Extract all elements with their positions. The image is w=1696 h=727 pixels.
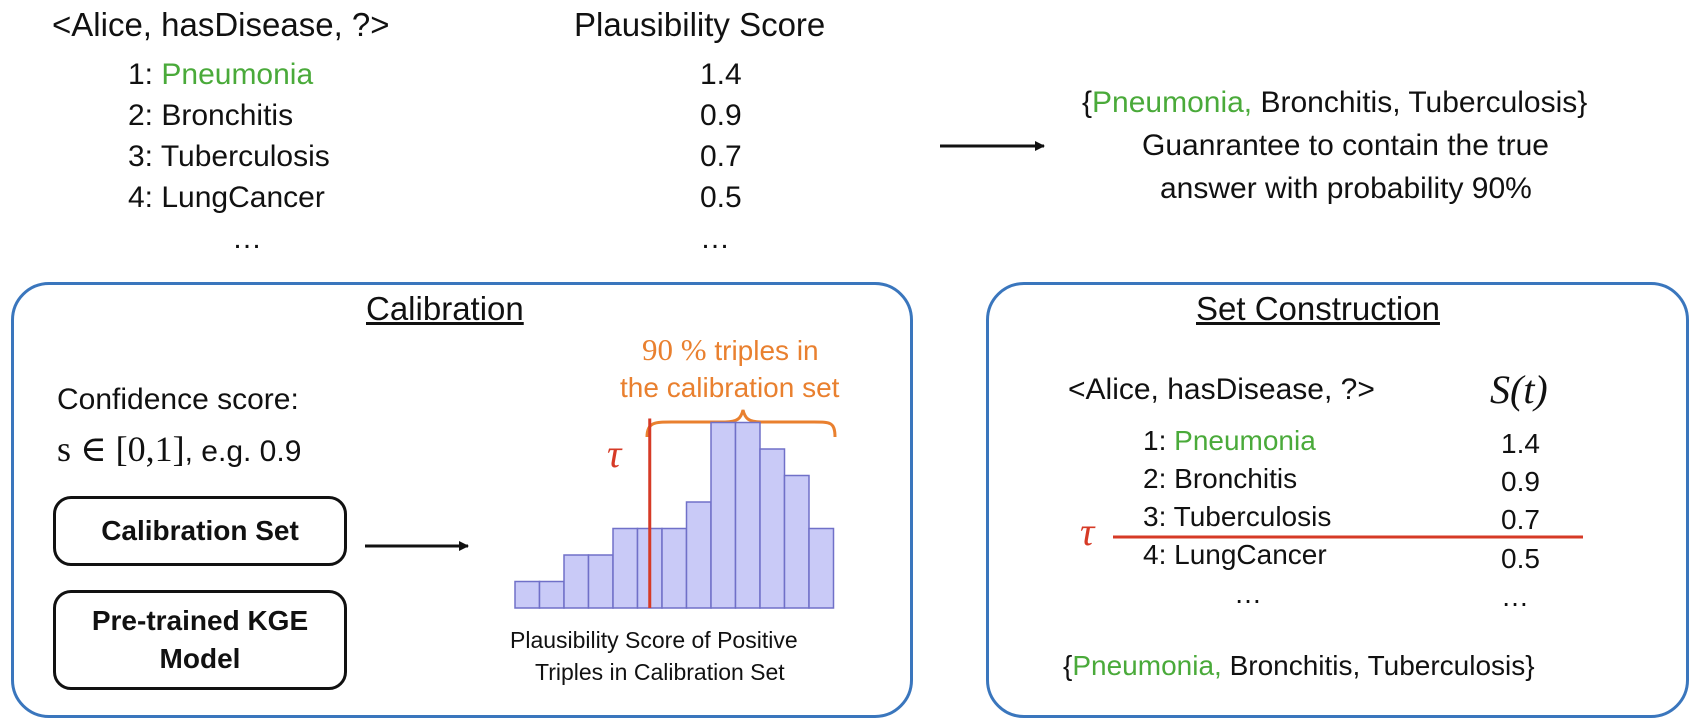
histogram-bar (685, 501, 712, 609)
histogram-bar (514, 580, 541, 609)
histogram-bar (563, 554, 590, 609)
sc-result-green-item: Pneumonia, (1072, 650, 1222, 681)
list-item: 4: LungCancer (1143, 539, 1327, 570)
list-item: 3: Tuberculosis (1143, 501, 1332, 532)
histogram-bar (734, 421, 761, 609)
ellipsis: … (232, 222, 262, 255)
list-item: 1: Pneumonia (128, 58, 314, 91)
histogram-bar (587, 554, 614, 609)
brace-label-line1: 90 % triples in (642, 332, 819, 367)
result-guarantee-line1: Guanrantee to contain the true (1142, 129, 1549, 162)
histogram-caption-line2: Triples in Calibration Set (535, 659, 785, 685)
sc-query: <Alice, hasDisease, ?> (1068, 373, 1375, 406)
score-value: 0.5 (1501, 543, 1540, 574)
histogram-bar (612, 527, 639, 609)
sc-tau: τ (1080, 509, 1095, 554)
confidence-math: s ∈ [0,1] (57, 429, 185, 469)
calibration-title: Calibration (366, 290, 524, 327)
histogram (514, 418, 835, 609)
result-guarantee-line2: answer with probability 90% (1160, 172, 1532, 205)
list-item: 2: Bronchitis (1143, 463, 1298, 494)
score-value: 0.5 (700, 181, 742, 214)
calibration-set-box: Calibration Set (53, 496, 347, 566)
orange-brace-icon (645, 409, 837, 438)
top-score-header: Plausibility Score (574, 6, 826, 43)
confidence-range: s ∈ [0,1], e.g. 0.9 (57, 429, 302, 469)
score-value: 0.9 (1501, 466, 1540, 497)
score-value: 0.7 (1501, 504, 1540, 535)
histogram-bar (710, 421, 737, 609)
sc-score-header: S(t) (1490, 367, 1548, 412)
confidence-label: Confidence score: (57, 383, 299, 416)
set-construction-panel (986, 282, 1689, 718)
ellipsis: … (1234, 578, 1262, 609)
score-value: 0.7 (700, 140, 742, 173)
score-value: 1.4 (1501, 428, 1540, 459)
ellipsis: … (1501, 581, 1529, 612)
list-item: 4: LungCancer (128, 181, 325, 214)
result-set: {Pneumonia, Bronchitis, Tuberculosis} (1082, 86, 1588, 119)
score-value: 1.4 (700, 58, 742, 91)
histogram-bar (759, 448, 786, 609)
histogram-bar (538, 580, 565, 609)
top-query: <Alice, hasDisease, ?> (52, 6, 390, 43)
brace-label-line2: the calibration set (620, 372, 840, 403)
score-value: 0.9 (700, 99, 742, 132)
set-construction-title: Set Construction (1196, 290, 1440, 327)
list-item: 1: Pneumonia (1143, 425, 1316, 456)
histogram-bar (783, 474, 810, 609)
kge-model-box: Pre-trained KGE Model (53, 590, 347, 690)
candidate-name-green: Pneumonia (1174, 425, 1316, 456)
result-green-item: Pneumonia, (1092, 86, 1253, 119)
list-item: 2: Bronchitis (128, 99, 294, 132)
sc-result-set: {Pneumonia, Bronchitis, Tuberculosis} (1063, 650, 1535, 681)
histogram-bar (808, 527, 835, 609)
ellipsis: … (700, 222, 730, 255)
candidate-name-green: Pneumonia (161, 58, 314, 91)
list-item: 3: Tuberculosis (128, 140, 330, 173)
calibration-tau: τ (607, 431, 622, 476)
histogram-bar (661, 527, 688, 609)
histogram-caption-line1: Plausibility Score of Positive (510, 627, 798, 653)
